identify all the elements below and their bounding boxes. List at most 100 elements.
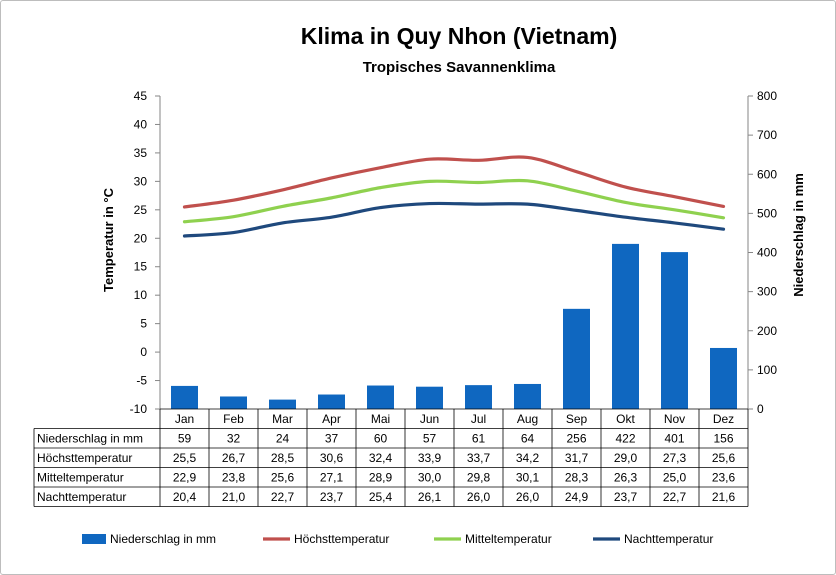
month-label: Jan (175, 412, 194, 426)
table-row-header: Nachttemperatur (37, 490, 126, 504)
table-cell: 25,6 (271, 471, 295, 485)
legend-label: Nachttemperatur (624, 532, 713, 546)
table-row-header: Mitteltemperatur (37, 471, 124, 485)
left-axis-ticks: -10 -5 0 5 10 15 20 25 30 35 40 45 (130, 89, 160, 416)
table-cell: 33,7 (467, 451, 491, 465)
table-cell: 27,3 (663, 451, 687, 465)
table-cell: 156 (713, 432, 733, 446)
left-tick-label: 40 (134, 117, 148, 131)
month-label: Nov (664, 412, 685, 426)
table-cell: 26,1 (418, 490, 442, 504)
table-cell: 22,7 (271, 490, 295, 504)
left-tick-label: 45 (134, 89, 148, 103)
table-row-header: Niederschlag in mm (37, 432, 143, 446)
table-cell: 57 (423, 432, 437, 446)
table-cell: 26,3 (614, 471, 638, 485)
table-cell: 23,7 (614, 490, 638, 504)
left-tick-label: 15 (134, 260, 148, 274)
month-label: Mai (371, 412, 390, 426)
table-cell: 23,7 (320, 490, 344, 504)
right-tick-label: 0 (757, 402, 764, 416)
table-cell: 26,0 (467, 490, 491, 504)
legend-label: Höchsttemperatur (294, 532, 389, 546)
table-cell: 30,6 (320, 451, 344, 465)
mean-temperature-line (182, 178, 726, 224)
table-cell: 26,7 (222, 451, 246, 465)
table-cell: 33,9 (418, 451, 442, 465)
left-tick-label: 20 (134, 231, 148, 245)
table-cell: 31,7 (565, 451, 589, 465)
month-label: Feb (223, 412, 244, 426)
table-cell: 21,6 (712, 490, 736, 504)
right-tick-label: 800 (757, 89, 777, 103)
right-tick-label: 200 (757, 324, 777, 338)
table-cell: 25,4 (369, 490, 393, 504)
left-tick-label: 0 (140, 345, 147, 359)
table-cell: 27,1 (320, 471, 344, 485)
precipitation-bars (171, 243, 737, 409)
table-cell: 422 (615, 432, 635, 446)
table-cell: 22,7 (663, 490, 687, 504)
table-cell: 34,2 (516, 451, 540, 465)
month-label: Apr (322, 412, 341, 426)
night-temperature-line (182, 201, 726, 238)
right-tick-label: 500 (757, 206, 777, 220)
precipitation-bar (416, 386, 443, 409)
table-cell: 29,8 (467, 471, 491, 485)
precipitation-bar (465, 385, 492, 409)
legend-swatch-bar (82, 534, 106, 544)
precipitation-bar (514, 383, 541, 409)
precipitation-bar (269, 399, 296, 409)
legend-label: Mitteltemperatur (465, 532, 552, 546)
table-cell: 30,0 (418, 471, 442, 485)
left-tick-label: -10 (130, 402, 148, 416)
table-cell: 37 (325, 432, 339, 446)
left-tick-label: 10 (134, 288, 148, 302)
table-cell: 23,6 (712, 471, 736, 485)
precipitation-bar (710, 347, 737, 409)
table-cell: 30,1 (516, 471, 540, 485)
legend-label: Niederschlag in mm (110, 532, 216, 546)
month-label: Mar (272, 412, 293, 426)
plot-axes (159, 96, 749, 409)
table-cell: 22,9 (173, 471, 197, 485)
right-tick-label: 400 (757, 246, 777, 260)
table-cell: 28,3 (565, 471, 589, 485)
temperature-lines (182, 155, 726, 238)
left-tick-label: 35 (134, 146, 148, 160)
table-cell: 21,0 (222, 490, 246, 504)
table-cell: 32 (227, 432, 241, 446)
precipitation-bar (367, 385, 394, 409)
table-cell: 24,9 (565, 490, 589, 504)
precipitation-bar (661, 252, 688, 409)
table-cell: 61 (472, 432, 486, 446)
left-tick-label: 5 (140, 317, 147, 331)
chart-legend: Niederschlag in mm Höchsttemperatur Mittel… (82, 532, 713, 546)
left-tick-label: 30 (134, 174, 148, 188)
table-cell: 28,9 (369, 471, 393, 485)
month-label: Sep (566, 412, 588, 426)
month-label: Okt (616, 412, 635, 426)
month-label: Jun (420, 412, 439, 426)
table-cell: 24 (276, 432, 290, 446)
right-tick-label: 100 (757, 363, 777, 377)
table-cell: 401 (664, 432, 684, 446)
right-tick-label: 300 (757, 285, 777, 299)
table-cell: 29,0 (614, 451, 638, 465)
precipitation-bar (563, 308, 590, 409)
table-cell: 25,5 (173, 451, 197, 465)
table-cell: 23,8 (222, 471, 246, 485)
table-cell: 60 (374, 432, 388, 446)
left-tick-label: -5 (136, 374, 147, 388)
right-axis-ticks: 0 100 200 300 400 500 600 700 800 (748, 89, 777, 416)
table-cell: 25,0 (663, 471, 687, 485)
right-tick-label: 700 (757, 128, 777, 142)
data-table: Jan Feb Mar Apr Mai Jun Jul Aug Sep Okt Nov Dez Nied… (33, 408, 749, 507)
table-cell: 32,4 (369, 451, 393, 465)
table-row-header: Höchsttemperatur (37, 451, 132, 465)
table-cell: 256 (566, 432, 586, 446)
left-tick-label: 25 (134, 203, 148, 217)
precipitation-bar (220, 396, 247, 409)
month-label: Aug (517, 412, 538, 426)
